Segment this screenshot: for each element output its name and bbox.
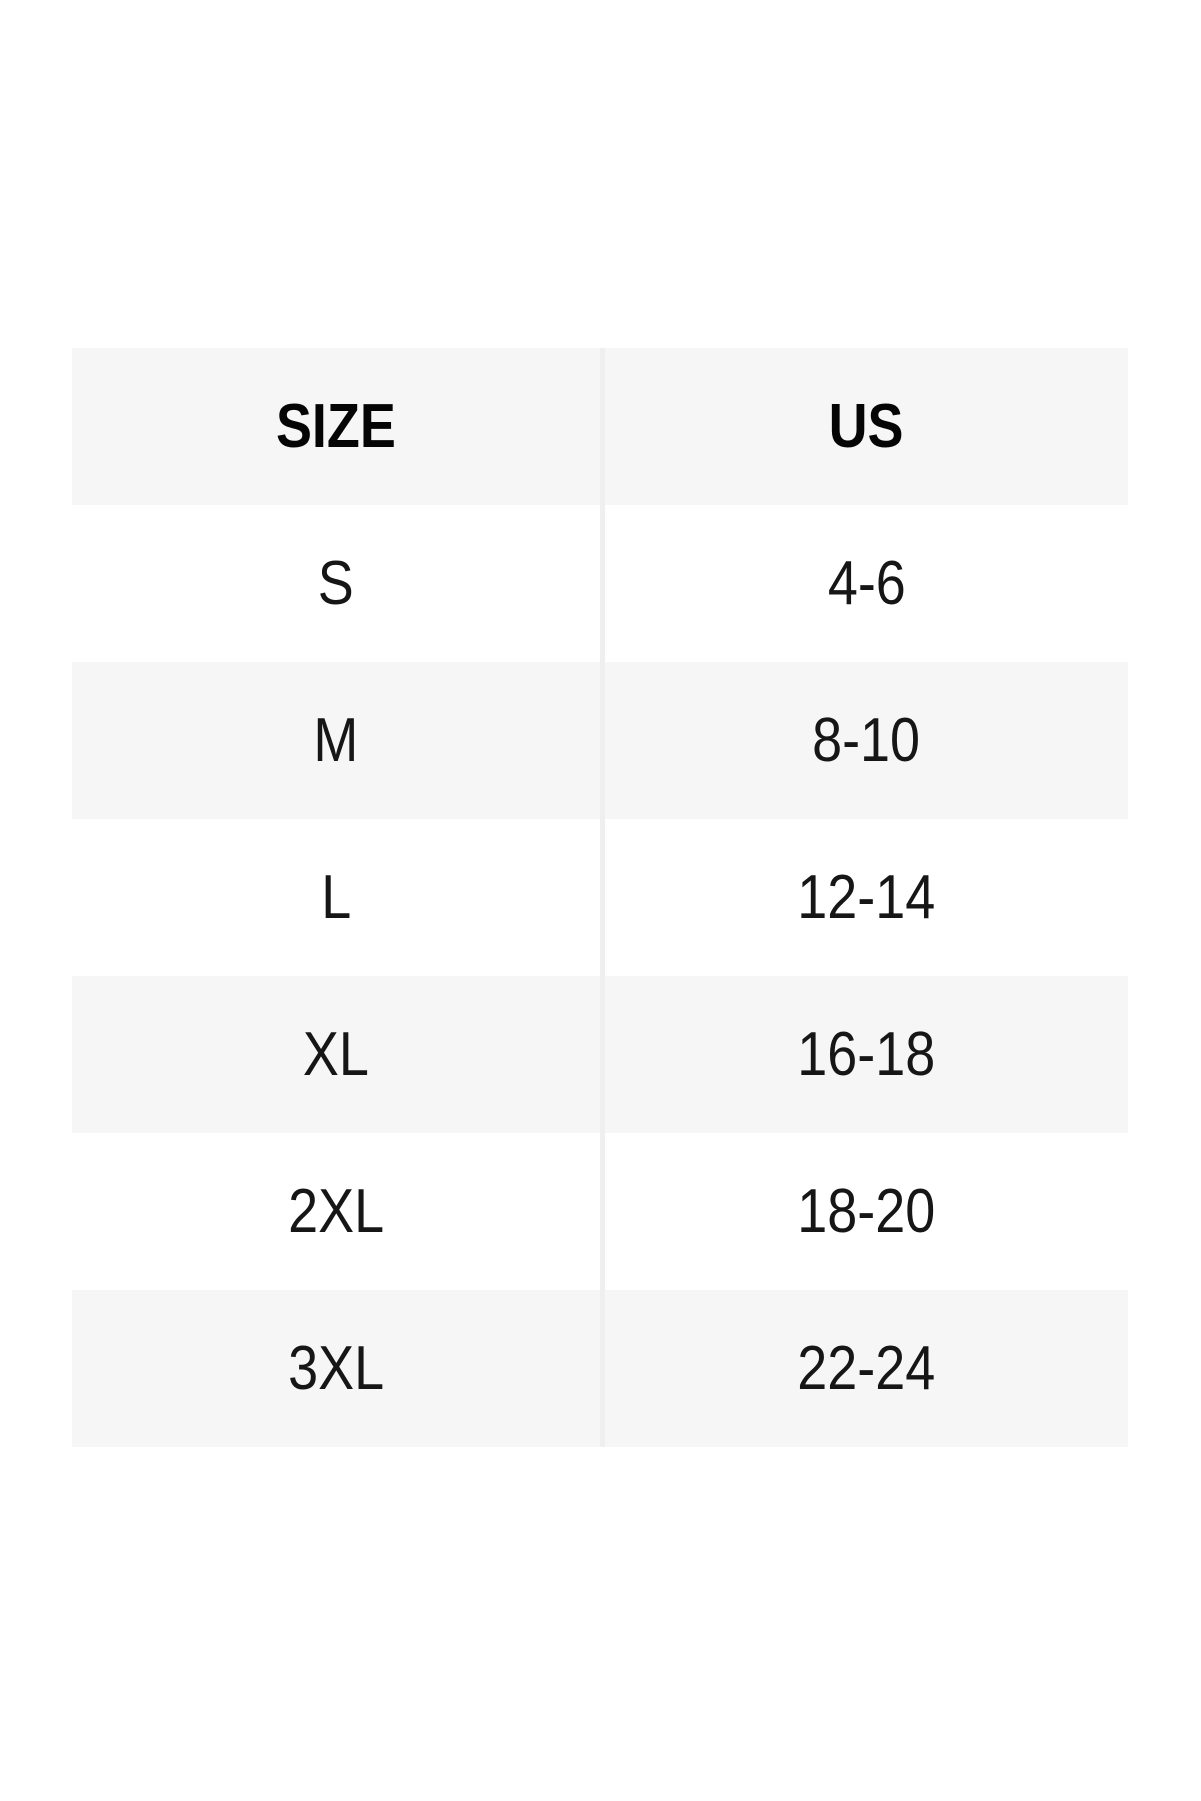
us-value: 12-14 <box>797 863 936 932</box>
size-value: 3XL <box>287 1334 384 1403</box>
table-row: M 8-10 <box>72 662 1128 819</box>
us-cell: 16-18 <box>600 976 1128 1133</box>
size-cell: 2XL <box>72 1133 600 1290</box>
size-value: M <box>313 706 359 775</box>
table-row: S 4-6 <box>72 505 1128 662</box>
size-cell: L <box>72 819 600 976</box>
table-row: 3XL 22-24 <box>72 1290 1128 1447</box>
us-cell: 18-20 <box>600 1133 1128 1290</box>
size-value: L <box>320 863 351 932</box>
size-value: S <box>318 549 354 618</box>
us-cell: 12-14 <box>600 819 1128 976</box>
table-row: XL 16-18 <box>72 976 1128 1133</box>
us-cell: 22-24 <box>600 1290 1128 1447</box>
table-row: L 12-14 <box>72 819 1128 976</box>
us-value: 8-10 <box>812 706 921 775</box>
us-cell: 8-10 <box>600 662 1128 819</box>
size-cell: M <box>72 662 600 819</box>
header-us-label: US <box>829 392 904 461</box>
table-header-row: SIZE US <box>72 348 1128 505</box>
size-cell: 3XL <box>72 1290 600 1447</box>
size-cell: XL <box>72 976 600 1133</box>
size-value: XL <box>303 1020 369 1089</box>
us-value: 18-20 <box>797 1177 936 1246</box>
header-cell-size: SIZE <box>72 348 600 505</box>
header-cell-us: US <box>600 348 1128 505</box>
us-value: 4-6 <box>827 549 906 618</box>
table-row: 2XL 18-20 <box>72 1133 1128 1290</box>
size-value: 2XL <box>287 1177 384 1246</box>
size-chart-table: SIZE US S 4-6 M 8-10 L 12-14 XL <box>72 348 1128 1447</box>
us-value: 22-24 <box>797 1334 936 1403</box>
size-cell: S <box>72 505 600 662</box>
us-cell: 4-6 <box>600 505 1128 662</box>
header-size-label: SIZE <box>276 392 396 461</box>
us-value: 16-18 <box>797 1020 936 1089</box>
